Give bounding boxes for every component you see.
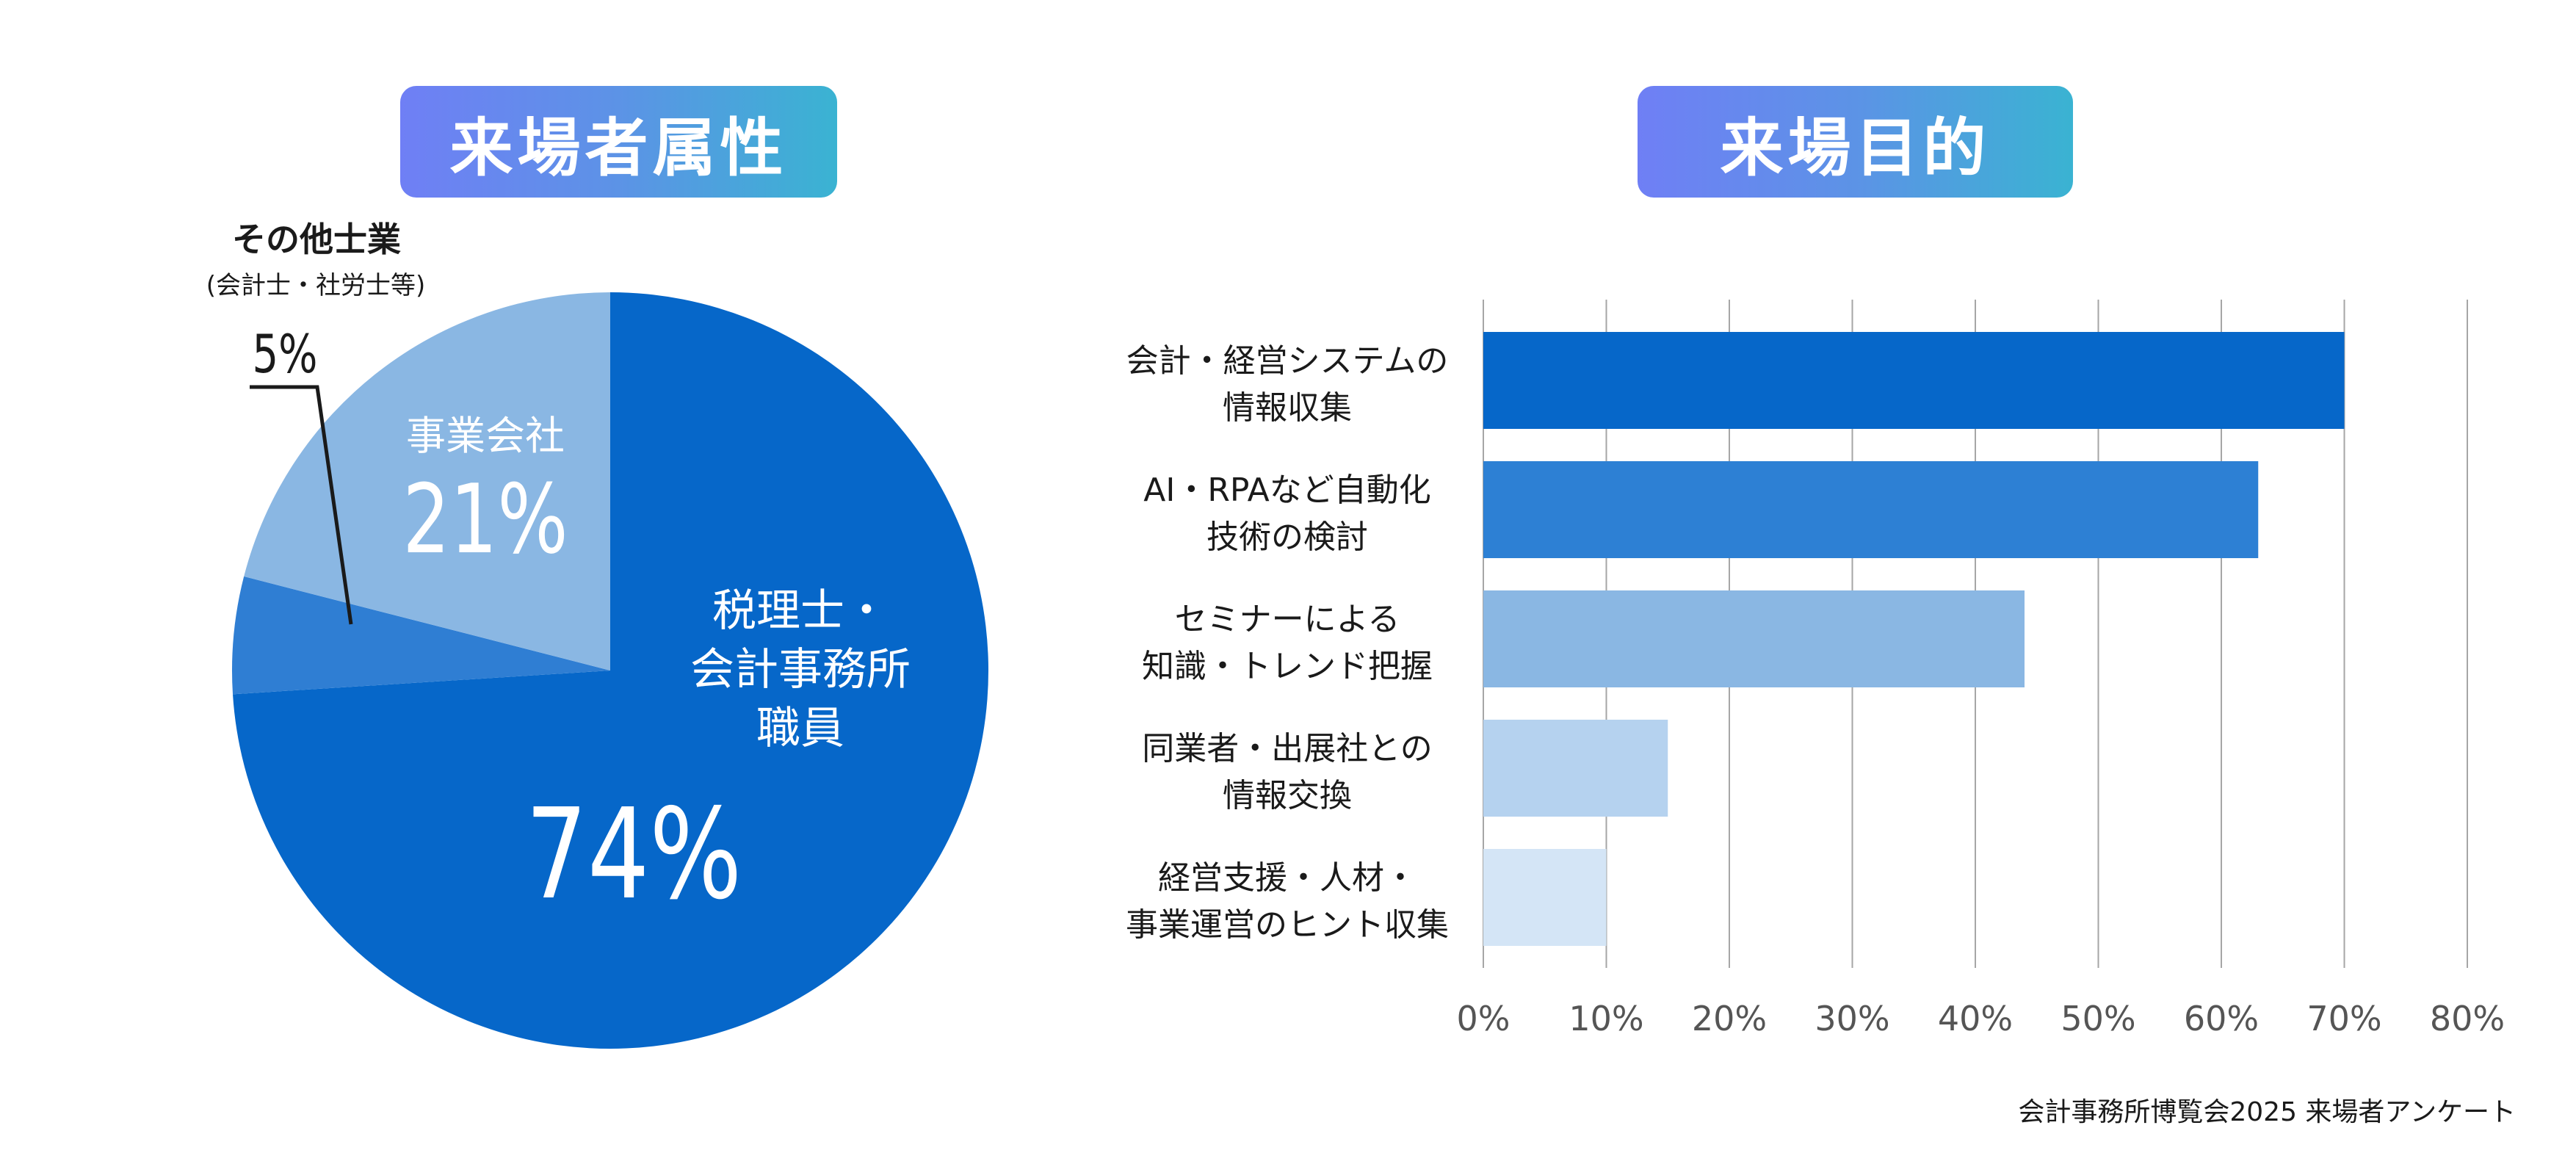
x-tick-label: 0% bbox=[1457, 999, 1510, 1038]
x-tick-label: 50% bbox=[2061, 999, 2135, 1038]
x-tick-label: 60% bbox=[2184, 999, 2259, 1038]
category-label: 事業運営のヒント収集 bbox=[1126, 906, 1449, 944]
category-label: 経営支援・人材・ bbox=[1158, 859, 1417, 897]
category-label: 同業者・出展社との bbox=[1142, 730, 1433, 767]
pie-slice-label: 事業会社 bbox=[406, 413, 565, 459]
category-label: 技術の検討 bbox=[1206, 518, 1368, 556]
x-tick-label: 30% bbox=[1815, 999, 1889, 1038]
x-tick-label: 70% bbox=[2307, 999, 2381, 1038]
pie-slices bbox=[231, 292, 988, 1049]
bar-x-tick-labels: 0% 10% 20% 30% 40% 50% 60% 70% 80% bbox=[1457, 999, 2506, 1038]
x-tick-label: 40% bbox=[1938, 999, 2013, 1038]
pie-slice bbox=[231, 576, 610, 695]
bar bbox=[1483, 332, 2345, 429]
pie-slice-label: 会計事務所 bbox=[690, 644, 911, 695]
source-note: 会計事務所博覧会2025 来場者アンケート bbox=[2018, 1097, 2516, 1127]
x-tick-label: 10% bbox=[1569, 999, 1643, 1038]
pie-value-label: 5% bbox=[252, 324, 317, 386]
pie-leader-line bbox=[250, 385, 353, 625]
pie-slice-label: 職員 bbox=[756, 703, 844, 754]
pie-slice-label: (会計士・社労士等) bbox=[206, 271, 426, 300]
pie-title: 来場者属性 bbox=[449, 111, 788, 185]
pie-slice bbox=[244, 292, 610, 670]
bar bbox=[1483, 461, 2259, 558]
category-label: セミナーによる bbox=[1175, 601, 1400, 638]
pie-value-label: 74% bbox=[526, 781, 742, 927]
x-tick-label: 20% bbox=[1692, 999, 1767, 1038]
category-label: AI・RPAなど自動化 bbox=[1143, 471, 1430, 509]
category-label: 情報交換 bbox=[1223, 777, 1352, 814]
pie-value-label: 21% bbox=[402, 465, 568, 576]
category-label: 情報収集 bbox=[1223, 389, 1352, 427]
bar-title: 来場目的 bbox=[1720, 111, 1991, 185]
bar bbox=[1483, 720, 1668, 817]
pie-title-badge: 来場者属性 bbox=[400, 86, 837, 198]
bar bbox=[1483, 590, 2025, 687]
pie-slice-label: その他士業 bbox=[232, 220, 401, 259]
pie-slice-label: 税理士・ bbox=[712, 585, 889, 637]
bar-bars bbox=[1483, 332, 2345, 946]
bar-title-badge: 来場目的 bbox=[1638, 86, 2073, 198]
pie-slice bbox=[233, 292, 988, 1049]
category-label: 知識・トレンド把握 bbox=[1142, 648, 1433, 685]
bar bbox=[1483, 849, 1607, 946]
category-label: 会計・経営システムの bbox=[1126, 342, 1449, 380]
x-tick-label: 80% bbox=[2430, 999, 2505, 1038]
